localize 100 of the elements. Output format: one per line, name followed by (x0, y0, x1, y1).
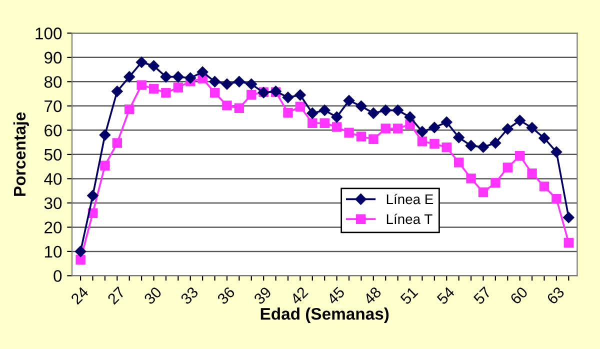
point (234, 76, 245, 88)
point (380, 104, 392, 116)
point (392, 124, 403, 134)
point (196, 66, 208, 78)
point (320, 118, 330, 128)
point (308, 118, 318, 128)
point (221, 78, 233, 90)
point (99, 129, 111, 141)
x-tick-label: 54 (436, 286, 456, 305)
point (294, 89, 306, 101)
point (442, 142, 452, 152)
legend-label: Línea E (386, 194, 434, 204)
point (514, 114, 526, 126)
point (148, 84, 159, 94)
x-tick-label: 24 (70, 286, 90, 305)
point (112, 138, 122, 148)
point (490, 137, 502, 149)
point (136, 80, 146, 90)
point (404, 111, 416, 123)
x-tick-label: 60 (510, 286, 528, 305)
point (454, 158, 464, 168)
point (234, 103, 244, 113)
point (514, 151, 525, 161)
y-axis-title: Porcentaje (13, 112, 29, 196)
x-tick-label: 39 (253, 286, 272, 305)
point (356, 100, 367, 112)
point (331, 111, 342, 123)
point (368, 134, 378, 144)
point (417, 136, 428, 146)
point (502, 123, 514, 135)
point (550, 146, 562, 158)
y-tick-label: 90 (44, 52, 62, 64)
point (148, 60, 160, 72)
point (282, 92, 294, 104)
point (76, 254, 86, 265)
y-tick-label: 20 (44, 222, 62, 234)
point (160, 71, 172, 82)
x-tick-label: 57 (473, 286, 492, 305)
x-tick-label: 42 (290, 286, 308, 306)
x-axis-title: Edad (Semanas) (260, 308, 389, 324)
point (343, 94, 355, 106)
y-tick-label: 0 (54, 270, 62, 282)
point (87, 190, 98, 202)
point (136, 56, 148, 68)
point (453, 132, 464, 144)
point (428, 122, 440, 134)
point (368, 108, 380, 119)
point (172, 71, 184, 82)
point (246, 78, 257, 90)
point (392, 104, 404, 116)
point (539, 182, 550, 192)
point (478, 142, 489, 153)
y-tick-label: 10 (45, 246, 62, 258)
point (332, 122, 342, 132)
point (563, 212, 574, 224)
point (210, 88, 220, 98)
x-tick-label: 63 (546, 286, 565, 305)
point (356, 132, 366, 142)
point (74, 246, 86, 258)
y-tick-label: 100 (36, 28, 62, 40)
legend-label: Línea T (386, 214, 432, 224)
point (246, 90, 256, 100)
x-tick-label: 48 (362, 286, 382, 306)
point (295, 102, 306, 112)
point (466, 174, 476, 184)
x-tick-label: 45 (326, 286, 346, 306)
point (100, 160, 110, 170)
point (526, 122, 538, 134)
point (222, 100, 232, 110)
point (430, 138, 440, 149)
point (124, 104, 134, 114)
point (306, 108, 318, 119)
point (173, 82, 184, 92)
point (552, 194, 562, 204)
point (502, 162, 513, 172)
y-tick-label: 60 (44, 124, 62, 136)
y-tick-label: 30 (44, 197, 62, 210)
point (318, 104, 330, 116)
point (441, 116, 452, 128)
x-tick-label: 30 (143, 286, 162, 305)
x-tick-label: 36 (216, 286, 236, 305)
point (209, 76, 220, 88)
point (538, 132, 550, 144)
y-tick-label: 80 (44, 76, 62, 88)
point (416, 126, 428, 138)
point (564, 238, 574, 248)
point (478, 187, 488, 198)
point (527, 168, 537, 178)
point (465, 140, 477, 152)
point (380, 124, 390, 134)
x-tick-label: 51 (400, 286, 418, 305)
point (490, 178, 500, 188)
point (124, 71, 135, 82)
y-tick-label: 50 (44, 148, 62, 161)
y-tick-label: 40 (44, 173, 62, 185)
point (161, 88, 171, 98)
y-tick-label: 70 (44, 100, 62, 112)
point (283, 108, 293, 118)
point (112, 86, 123, 97)
x-tick-label: 27 (106, 286, 126, 305)
